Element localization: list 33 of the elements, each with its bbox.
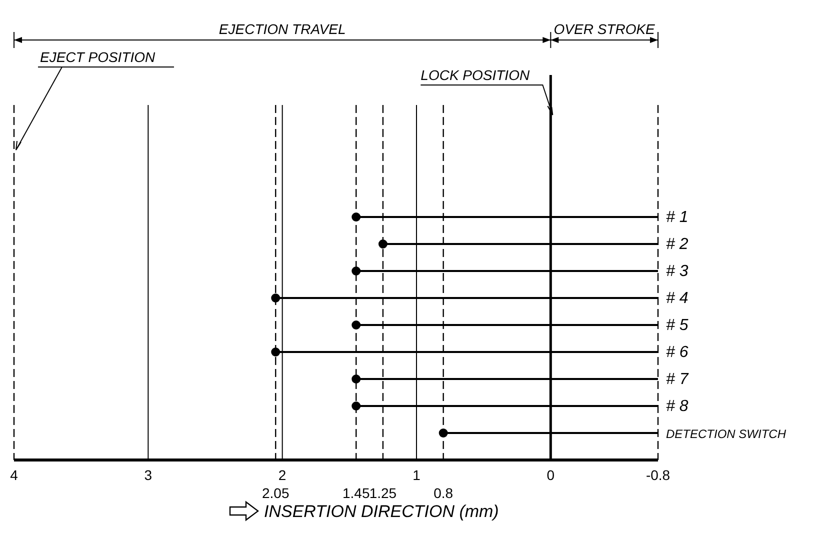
ref-line-label: 1.25: [369, 485, 397, 501]
x-tick-label: 3: [144, 467, 152, 483]
point: [352, 212, 361, 222]
point: [352, 266, 361, 276]
x-tick-label: -0.8: [646, 467, 670, 483]
x-tick-label: 2: [278, 467, 286, 483]
y-tick-label: # 2: [666, 236, 688, 253]
x-tick-label: 0: [546, 467, 555, 483]
y-tick-label: # 7: [666, 371, 690, 388]
text: OVER STROKE: [554, 21, 656, 37]
ref-line-label: LOCK POSITION: [420, 67, 530, 83]
point: [438, 428, 448, 438]
point: [271, 294, 280, 302]
x-axis-title: INSERTION DIRECTION (mm): [264, 502, 499, 521]
text: EJECTION TRAVEL: [218, 21, 346, 37]
point: [352, 320, 361, 330]
ref-line-label: 0.8: [434, 485, 454, 501]
y-tick-label: # 8: [666, 398, 688, 415]
y-tick-label: # 6: [666, 344, 688, 361]
point: [271, 348, 280, 356]
ref-line-label: 1.45: [342, 485, 370, 501]
y-tick-label: # 4: [666, 290, 688, 307]
y-tick-label: # 1: [666, 209, 688, 226]
x-tick-label: 1: [412, 467, 421, 483]
point: [352, 374, 361, 384]
ref-line-label: EJECT POSITION: [40, 49, 156, 65]
ref-line-label: 2.05: [262, 485, 290, 501]
y-tick-label: # 5: [666, 317, 688, 334]
point: [378, 240, 388, 248]
y-tick-label: DETECTION SWITCH: [666, 427, 786, 441]
y-tick-label: # 3: [666, 263, 688, 280]
point: [352, 402, 361, 410]
x-tick-label: 4: [10, 467, 18, 483]
